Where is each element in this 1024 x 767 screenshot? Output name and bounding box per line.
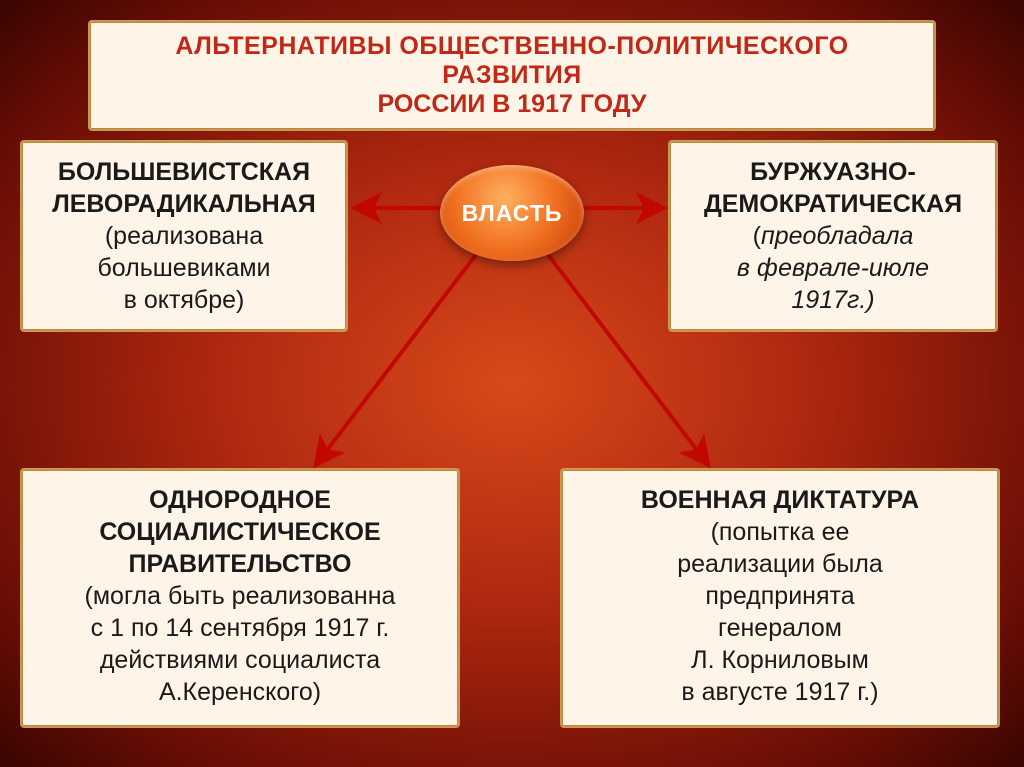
title-box: АЛЬТЕРНАТИВЫ ОБЩЕСТВЕННО-ПОЛИТИЧЕСКОГО Р… — [88, 20, 936, 131]
card-tr-l3: (преобладала — [682, 220, 984, 252]
card-tr-l1: БУРЖУАЗНО- — [682, 156, 984, 188]
card-br-l1: ВОЕННАЯ ДИКТАТУРА — [574, 484, 986, 516]
card-br-l3: реализации была — [574, 548, 986, 580]
card-tl-l3: (реализована — [34, 220, 334, 252]
title-line-1: АЛЬТЕРНАТИВЫ ОБЩЕСТВЕННО-ПОЛИТИЧЕСКОГО Р… — [110, 32, 914, 90]
card-br-l2: (попытка ее — [574, 516, 986, 548]
card-tl-l4: большевиками — [34, 252, 334, 284]
card-bl-l1: ОДНОРОДНОЕ — [34, 484, 446, 516]
card-bl-l2: СОЦИАЛИСТИЧЕСКОЕ — [34, 516, 446, 548]
card-br-l5: генералом — [574, 612, 986, 644]
card-bl-l4: (могла быть реализованна — [34, 580, 446, 612]
card-tl-l5: в октябре) — [34, 284, 334, 316]
card-tl-l2: ЛЕВОРАДИКАЛЬНАЯ — [34, 188, 334, 220]
card-br-l4: предпринята — [574, 580, 986, 612]
title-line-2: РОССИИ В 1917 ГОДУ — [110, 90, 914, 119]
center-node: ВЛАСТЬ — [440, 165, 584, 261]
card-br-l7: в августе 1917 г.) — [574, 676, 986, 708]
card-bl-l7: А.Керенского) — [34, 676, 446, 708]
card-br-l6: Л. Корниловым — [574, 644, 986, 676]
card-bl-l6: действиями социалиста — [34, 644, 446, 676]
card-bl-l3: ПРАВИТЕЛЬСТВО — [34, 548, 446, 580]
card-tl-l1: БОЛЬШЕВИСТСКАЯ — [34, 156, 334, 188]
card-tr-l4: в феврале-июле — [682, 252, 984, 284]
card-top-right: БУРЖУАЗНО- ДЕМОКРАТИЧЕСКАЯ (преобладала … — [668, 140, 998, 332]
center-label: ВЛАСТЬ — [462, 200, 563, 227]
card-bl-l5: с 1 по 14 сентября 1917 г. — [34, 612, 446, 644]
card-tr-l2: ДЕМОКРАТИЧЕСКАЯ — [682, 188, 984, 220]
card-bottom-right: ВОЕННАЯ ДИКТАТУРА (попытка ее реализации… — [560, 468, 1000, 728]
card-tr-l5: 1917г.) — [682, 284, 984, 316]
card-top-left: БОЛЬШЕВИСТСКАЯ ЛЕВОРАДИКАЛЬНАЯ (реализов… — [20, 140, 348, 332]
card-bottom-left: ОДНОРОДНОЕ СОЦИАЛИСТИЧЕСКОЕ ПРАВИТЕЛЬСТВ… — [20, 468, 460, 728]
